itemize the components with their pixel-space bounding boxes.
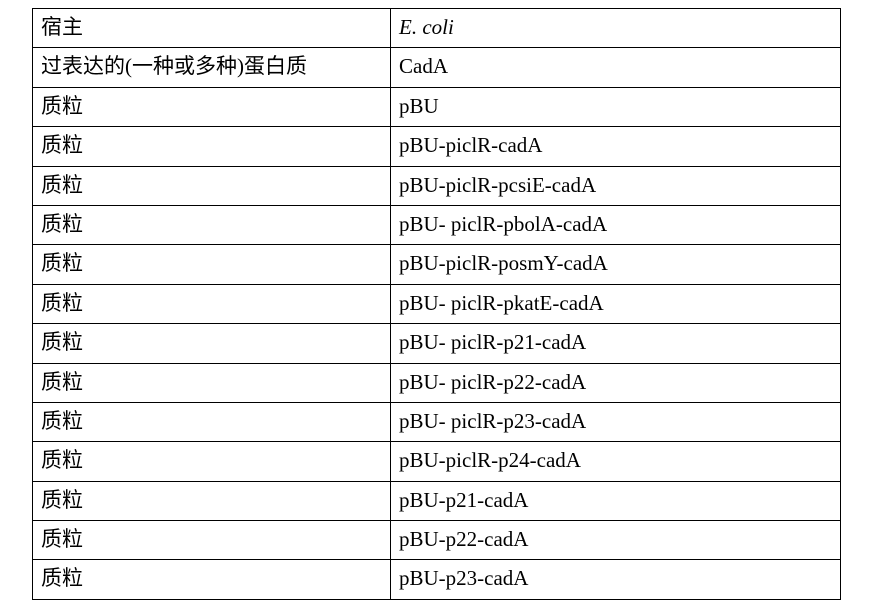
row-value: pBU-p23-cadA xyxy=(391,560,841,599)
row-label: 质粒 xyxy=(33,245,391,284)
row-label: 质粒 xyxy=(33,402,391,441)
row-label: 质粒 xyxy=(33,560,391,599)
table-row: 质粒 pBU-piclR-p24-cadA xyxy=(33,442,841,481)
table-row: 质粒 pBU- piclR-pkatE-cadA xyxy=(33,284,841,323)
table-row: 质粒 pBU-p22-cadA xyxy=(33,521,841,560)
row-value: E. coli xyxy=(391,9,841,48)
row-value: pBU- piclR-p21-cadA xyxy=(391,324,841,363)
row-value: pBU- piclR-p22-cadA xyxy=(391,363,841,402)
row-label: 质粒 xyxy=(33,87,391,126)
row-value: pBU- piclR-pbolA-cadA xyxy=(391,205,841,244)
table-row: 宿主 E. coli xyxy=(33,9,841,48)
row-value: pBU-piclR-posmY-cadA xyxy=(391,245,841,284)
row-label: 质粒 xyxy=(33,363,391,402)
table-row: 质粒 pBU-piclR-cadA xyxy=(33,127,841,166)
row-label: 质粒 xyxy=(33,481,391,520)
row-value: pBU-piclR-cadA xyxy=(391,127,841,166)
row-label: 质粒 xyxy=(33,205,391,244)
row-value: pBU- piclR-p23-cadA xyxy=(391,402,841,441)
row-value: pBU- piclR-pkatE-cadA xyxy=(391,284,841,323)
table-row: 过表达的(一种或多种)蛋白质 CadA xyxy=(33,48,841,87)
table-row: 质粒 pBU-piclR-posmY-cadA xyxy=(33,245,841,284)
row-value: CadA xyxy=(391,48,841,87)
row-value: pBU-p22-cadA xyxy=(391,521,841,560)
row-label: 宿主 xyxy=(33,9,391,48)
row-label: 质粒 xyxy=(33,127,391,166)
row-value: pBU xyxy=(391,87,841,126)
row-label: 过表达的(一种或多种)蛋白质 xyxy=(33,48,391,87)
row-label: 质粒 xyxy=(33,521,391,560)
row-label: 质粒 xyxy=(33,442,391,481)
row-label: 质粒 xyxy=(33,324,391,363)
table-body: 宿主 E. coli 过表达的(一种或多种)蛋白质 CadA 质粒 pBU 质粒… xyxy=(33,9,841,600)
table-row: 质粒 pBU-piclR-pcsiE-cadA xyxy=(33,166,841,205)
row-label: 质粒 xyxy=(33,284,391,323)
table-row: 质粒 pBU- piclR-pbolA-cadA xyxy=(33,205,841,244)
data-table: 宿主 E. coli 过表达的(一种或多种)蛋白质 CadA 质粒 pBU 质粒… xyxy=(32,8,841,600)
table-row: 质粒 pBU- piclR-p23-cadA xyxy=(33,402,841,441)
row-label: 质粒 xyxy=(33,166,391,205)
table-row: 质粒 pBU- piclR-p21-cadA xyxy=(33,324,841,363)
row-value: pBU-piclR-p24-cadA xyxy=(391,442,841,481)
page-container: 宿主 E. coli 过表达的(一种或多种)蛋白质 CadA 质粒 pBU 质粒… xyxy=(0,0,872,608)
row-value: pBU-p21-cadA xyxy=(391,481,841,520)
table-row: 质粒 pBU-p23-cadA xyxy=(33,560,841,599)
table-row: 质粒 pBU-p21-cadA xyxy=(33,481,841,520)
row-value: pBU-piclR-pcsiE-cadA xyxy=(391,166,841,205)
table-row: 质粒 pBU xyxy=(33,87,841,126)
table-row: 质粒 pBU- piclR-p22-cadA xyxy=(33,363,841,402)
